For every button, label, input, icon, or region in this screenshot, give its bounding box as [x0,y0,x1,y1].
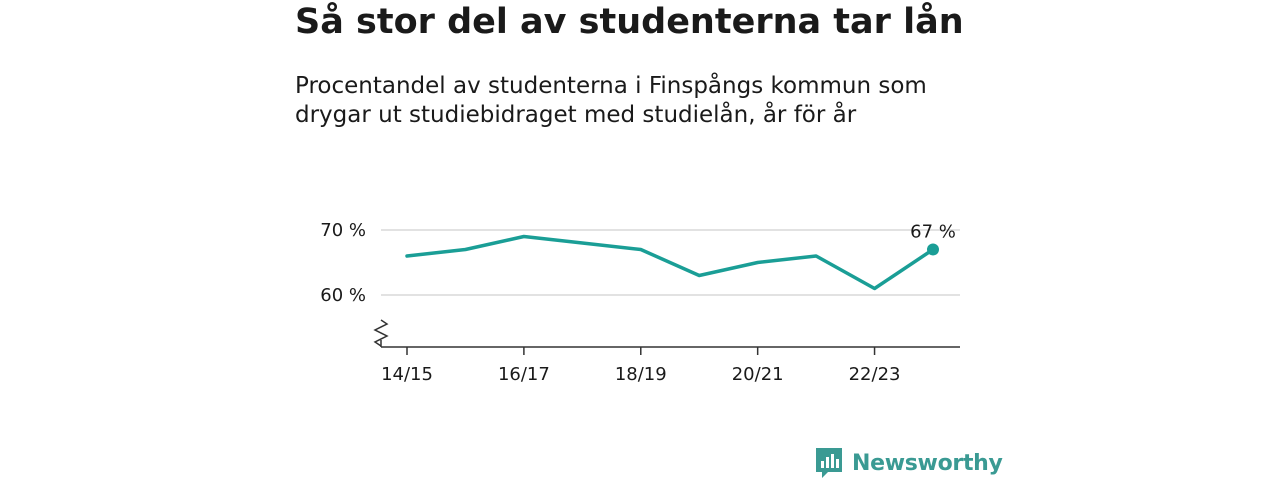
newsworthy-logo-text: Newsworthy [852,450,1003,476]
series [405,234,939,291]
end-point-marker [927,243,939,256]
x-ticks: 14/15 16/17 18/19 20/21 22/23 [381,347,900,385]
x-tick-label: 20/21 [732,364,784,385]
y-axis-break-icon [373,319,389,347]
newsworthy-logo-icon [816,448,842,478]
newsworthy-logo: Newsworthy [814,446,1003,480]
end-value-label: 67 % [910,222,956,243]
chart-subtitle: Procentandel av studenterna i Finspångs … [295,73,927,128]
series-line [405,234,935,291]
x-tick-label: 16/17 [498,364,550,385]
axes [373,319,960,348]
x-tick-label: 18/19 [615,364,667,385]
data-labels: 67 % [910,222,956,243]
y-tick-label: 70 % [320,220,366,241]
x-tick-label: 22/23 [849,364,901,385]
chart-title: Så stor del av studenterna tar lån [295,2,964,42]
y-tick-labels: 60 % 70 % [320,220,366,306]
x-tick-label: 14/15 [381,364,433,385]
y-tick-label: 60 % [320,285,366,306]
grid-lines [381,229,960,296]
